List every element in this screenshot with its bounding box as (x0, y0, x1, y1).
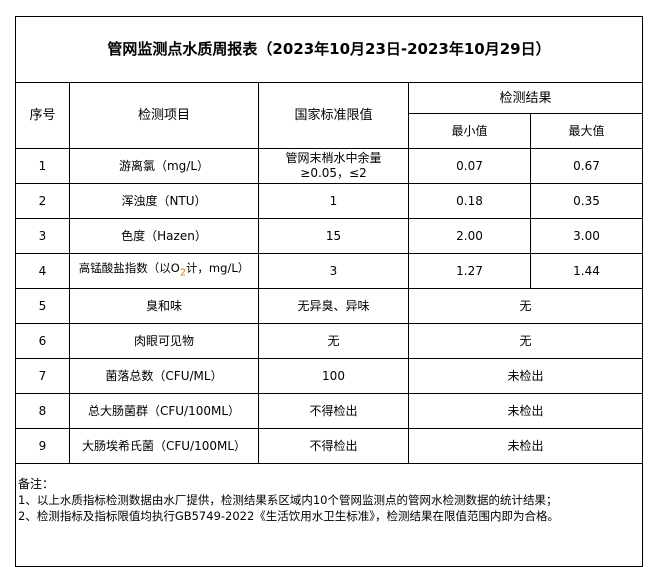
cell-max: 0.67 (529, 148, 644, 184)
table-row: 6 肉眼可见物无无 (15, 323, 644, 359)
cell-result: 未检出 (407, 393, 644, 429)
cell-result: 未检出 (407, 358, 644, 394)
water-quality-table: 管网监测点水质周报表（2023年10月23日-2023年10月29日） 序号 检… (14, 16, 644, 567)
header-item: 检测项目 (69, 82, 259, 149)
notes-line-1: 1、以上水质指标检测数据由水厂提供，检测结果系区域内10个管网监测点的管网水检测… (18, 493, 558, 507)
cell-min: 0.07 (408, 148, 531, 184)
cell-no: 4 (15, 253, 70, 289)
cell-result: 未检出 (407, 428, 644, 464)
cell-min: 2.00 (408, 218, 531, 254)
cell-item: 菌落总数（CFU/ML） (69, 358, 259, 394)
header-standard: 国家标准限值 (258, 82, 409, 149)
table-row: 4 高锰酸盐指数（以O2计，mg/L） 3 1.27 1.44 (15, 253, 644, 289)
cell-standard: 管网末梢水中余量≥0.05，≤2 (258, 148, 409, 184)
cell-item: 肉眼可见物 (69, 323, 259, 359)
cell-standard: 100 (258, 358, 409, 394)
cell-item: 臭和味 (69, 288, 259, 324)
notes: 备注： 1、以上水质指标检测数据由水厂提供，检测结果系区域内10个管网监测点的管… (14, 463, 644, 567)
cell-standard: 无 (258, 323, 409, 359)
report-title: 管网监测点水质周报表（2023年10月23日-2023年10月29日） (14, 16, 644, 83)
cell-no: 3 (15, 218, 70, 254)
cell-standard: 不得检出 (258, 393, 409, 429)
cell-no: 9 (15, 428, 70, 464)
table-row: 9 大肠埃希氏菌（CFU/100ML） 不得检出 未检出 (15, 428, 644, 464)
table-row: 2 浑浊度（NTU） 1 0.18 0.35 (15, 183, 644, 219)
cell-no: 8 (15, 393, 70, 429)
table-row: 1 游离氯（mg/L） 管网末梢水中余量≥0.05，≤2 0.07 0.67 (15, 148, 644, 184)
cell-standard: 1 (258, 183, 409, 219)
cell-max: 1.44 (529, 253, 644, 289)
cell-no: 6 (15, 323, 70, 359)
cell-item: 高锰酸盐指数（以O2计，mg/L） (69, 253, 259, 289)
cell-max: 3.00 (529, 218, 644, 254)
notes-label: 备注： (18, 477, 55, 491)
item-text: 高锰酸盐指数（以O (78, 261, 180, 276)
cell-standard: 15 (258, 218, 409, 254)
table-row: 5 臭和味 无异臭、异味无 (15, 288, 644, 324)
cell-result: 无 (407, 288, 644, 324)
cell-no: 5 (15, 288, 70, 324)
header-results: 检测结果 (407, 82, 644, 114)
table-row: 8 总大肠菌群（CFU/100ML） 不得检出 未检出 (15, 393, 644, 429)
item-subscript: 2 (179, 267, 186, 279)
cell-max: 0.35 (529, 183, 644, 219)
header-min: 最小值 (408, 113, 531, 149)
cell-standard: 3 (258, 253, 409, 289)
cell-no: 2 (15, 183, 70, 219)
cell-no: 1 (15, 148, 70, 184)
cell-standard: 无异臭、异味 (258, 288, 409, 324)
table-row: 3 色度（Hazen） 15 2.00 3.00 (15, 218, 644, 254)
cell-standard: 不得检出 (258, 428, 409, 464)
table-row: 7 菌落总数（CFU/ML） 100 未检出 (15, 358, 644, 394)
cell-item: 游离氯（mg/L） (69, 148, 259, 184)
notes-line-2: 2、检测指标及指标限值均执行GB5749-2022《生活饮用水卫生标准》，检测结… (18, 509, 560, 523)
header-max: 最大值 (529, 113, 644, 149)
header-no: 序号 (15, 82, 70, 149)
cell-item: 浑浊度（NTU） (69, 183, 259, 219)
cell-min: 0.18 (408, 183, 531, 219)
cell-item: 大肠埃希氏菌（CFU/100ML） (69, 428, 259, 464)
cell-item: 总大肠菌群（CFU/100ML） (69, 393, 259, 429)
item-text: 计，mg/L） (185, 261, 250, 276)
cell-item: 色度（Hazen） (69, 218, 259, 254)
cell-min: 1.27 (408, 253, 531, 289)
cell-no: 7 (15, 358, 70, 394)
cell-result: 无 (407, 323, 644, 359)
